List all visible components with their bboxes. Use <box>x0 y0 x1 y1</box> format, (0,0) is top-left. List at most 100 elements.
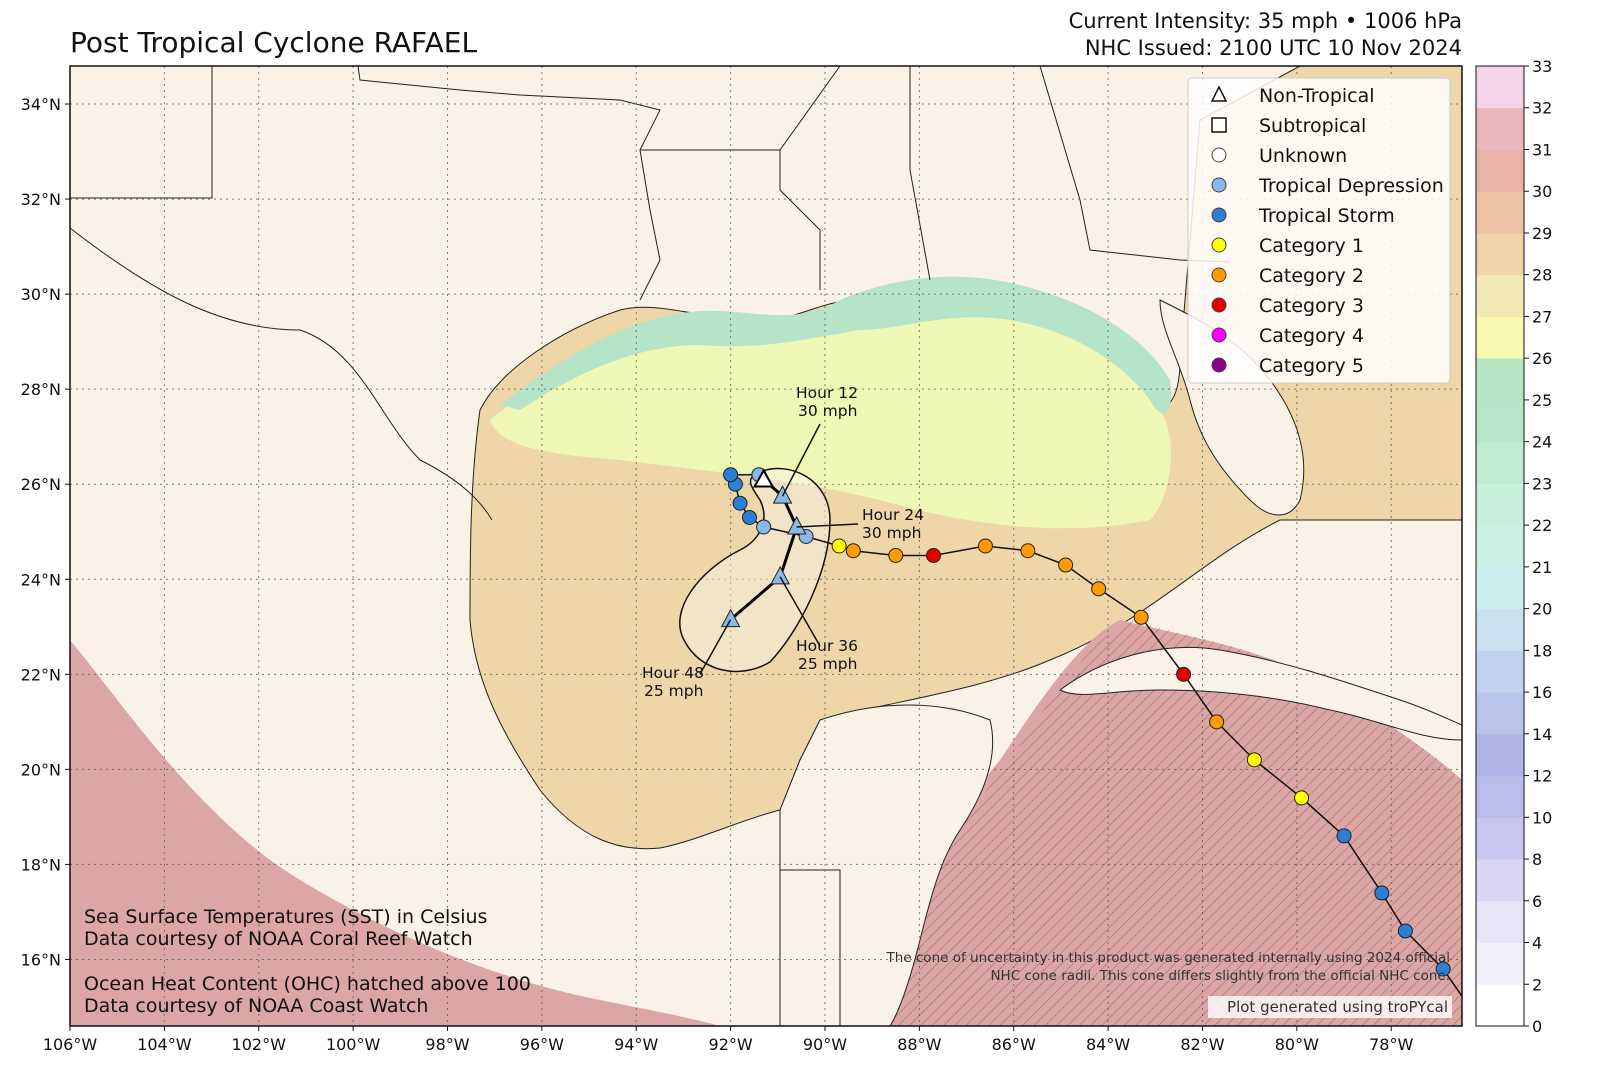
colorbar-tick-label: 20 <box>1532 600 1552 619</box>
colorbar-tick-label: 8 <box>1532 850 1542 869</box>
sst-source: Data courtesy of NOAA Coral Reef Watch <box>84 928 473 950</box>
credit-text: Plot generated using troPYcal <box>1227 998 1448 1016</box>
sst-note: Sea Surface Temperatures (SST) in Celsiu… <box>84 906 487 928</box>
track-point <box>723 467 739 483</box>
lat-tick-label: 34°N <box>21 95 61 114</box>
legend-symbol <box>1211 297 1227 313</box>
track-point <box>732 495 748 511</box>
colorbar-tick-label: 4 <box>1532 934 1542 953</box>
legend-label: Tropical Storm <box>1258 205 1395 227</box>
colorbar-segment <box>1476 984 1524 1027</box>
map-title: Post Tropical Cyclone RAFAEL <box>70 26 478 59</box>
cone-disclaimer-line2: NHC cone radii. This cone differs slight… <box>990 968 1450 984</box>
forecast-label-leaders <box>699 423 859 675</box>
lon-tick-label: 104°W <box>137 1035 192 1054</box>
lat-tick-label: 24°N <box>21 570 61 589</box>
colorbar-segment <box>1476 399 1524 443</box>
colorbar-segment <box>1476 107 1524 150</box>
colorbar-segment <box>1476 441 1524 484</box>
mexico-interior-border <box>780 869 841 1026</box>
forecast-label-hour24: Hour 24 <box>862 506 924 524</box>
forecast-wind-hour48: 25 mph <box>644 682 703 700</box>
lat-tick-label: 26°N <box>21 475 61 494</box>
track-point <box>1397 923 1413 939</box>
track-point <box>1435 961 1451 977</box>
legend-label: Category 1 <box>1259 235 1364 257</box>
colorbar-segment <box>1476 525 1524 568</box>
colorbar-tick-label: 18 <box>1532 641 1552 660</box>
lat-tick-label: 22°N <box>21 665 61 684</box>
legend-symbol <box>1211 147 1227 163</box>
legend: Non-Tropical Subtropical Unknown Tropical D… <box>1187 77 1451 384</box>
map-frame <box>69 65 1463 1027</box>
lon-tick-label: 90°W <box>803 1035 847 1054</box>
cone-disclaimer-line1: The cone of uncertainty in this product … <box>885 950 1450 966</box>
lat-tick-label: 16°N <box>21 950 61 969</box>
legend-symbol <box>1211 207 1227 223</box>
lon-tick-label: 88°W <box>897 1035 941 1054</box>
storm-info-header: Current Intensity: 35 mph • 1006 hPa NHC… <box>1069 8 1462 62</box>
track-point <box>926 548 942 564</box>
legend-symbol <box>1211 237 1227 253</box>
forecast-wind-hour36: 25 mph <box>798 655 857 673</box>
lon-tick-label: 80°W <box>1275 1035 1319 1054</box>
texas-border <box>70 66 213 199</box>
forecast-point-marker <box>770 565 790 585</box>
colorbar-tick-label: 31 <box>1532 140 1552 159</box>
coastal-cool-sst <box>500 276 1171 414</box>
lon-tick-label: 78°W <box>1369 1035 1413 1054</box>
colorbar-tick-label: 29 <box>1532 224 1552 243</box>
forecast-labels: Hour 12 30 mph Hour 24 30 mph Hour 36 25… <box>642 384 924 700</box>
lat-tick-label: 28°N <box>21 380 61 399</box>
colorbar-segment <box>1476 942 1524 985</box>
lon-tick-label: 94°W <box>614 1035 658 1054</box>
track-point <box>1246 752 1262 768</box>
pacific-sst <box>70 640 720 1026</box>
lon-tick-label: 106°W <box>43 1035 98 1054</box>
colorbar-segment <box>1476 608 1524 651</box>
colorbar-segment <box>1476 566 1524 610</box>
track-point <box>888 548 904 564</box>
ohc-hatch <box>890 620 1462 1026</box>
legend-symbol <box>1211 267 1227 283</box>
lat-tick-label: 18°N <box>21 855 61 874</box>
colorbar-tick-label: 23 <box>1532 474 1552 493</box>
legend-label: Unknown <box>1259 145 1347 167</box>
track-point <box>1091 581 1107 597</box>
track-point <box>1020 543 1036 559</box>
legend-label: Non-Tropical <box>1259 85 1375 107</box>
colorbar-segment <box>1476 859 1524 902</box>
ohc-note: Ocean Heat Content (OHC) hatched above 1… <box>84 973 531 995</box>
colorbar-segment <box>1476 316 1524 359</box>
track-point <box>1294 790 1310 806</box>
lon-tick-label: 84°W <box>1086 1035 1130 1054</box>
legend-box <box>1187 77 1451 384</box>
track-point <box>845 543 861 559</box>
alabama-border <box>909 66 931 281</box>
legend-symbol <box>1211 327 1227 343</box>
colorbar-segment <box>1476 232 1524 276</box>
forecast-label-hour36: Hour 36 <box>796 637 858 655</box>
legend-label: Category 5 <box>1259 355 1364 377</box>
colorbar-tick-label: 33 <box>1532 57 1552 76</box>
legend-label: Subtropical <box>1259 115 1366 137</box>
forecast-leader-line <box>796 523 859 528</box>
legend-label: Tropical Depression <box>1258 175 1444 197</box>
track-point <box>1209 714 1225 730</box>
colorbar-tick-label: 25 <box>1532 391 1552 410</box>
lon-tick-label: 82°W <box>1180 1035 1224 1054</box>
track-point <box>1176 666 1192 682</box>
track-point-non-tropical <box>752 468 775 488</box>
sst-colorbar <box>1475 65 1525 1027</box>
colorbar-segment <box>1476 775 1524 818</box>
colorbar-tick-label: 27 <box>1532 307 1552 326</box>
forecast-point-marker <box>786 515 807 535</box>
colorbar-segment <box>1476 900 1524 944</box>
track-point <box>741 509 757 525</box>
mississippi-border <box>779 66 841 151</box>
colorbar-segment <box>1476 358 1524 401</box>
colorbar-tick-label: 28 <box>1532 266 1552 285</box>
forecast-leader-line <box>779 576 821 647</box>
colorbar-tick-label: 24 <box>1532 433 1552 452</box>
colorbar-tick-label: 32 <box>1532 99 1552 118</box>
